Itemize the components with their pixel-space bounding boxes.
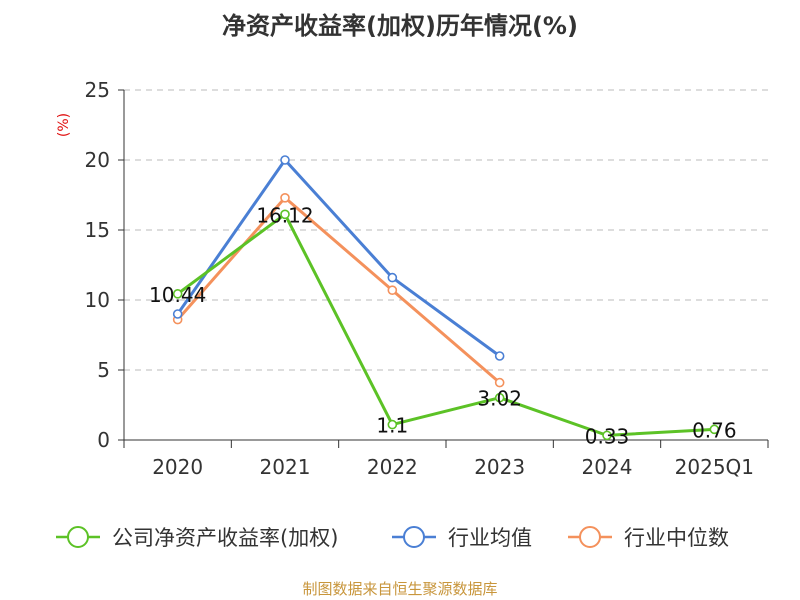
series-point-1[interactable] [387,272,398,283]
y-tick-label: 0 [97,428,110,452]
source-caption: 制图数据来自恒生聚源数据库 [302,580,497,598]
chart-title: 净资产收益率(加权)历年情况(%) [222,12,578,40]
series-line-0 [176,212,715,437]
legend-item-2[interactable]: 行业中位数 [568,526,729,550]
legend-label: 公司净资产收益率(加权) [112,526,338,550]
y-tick-label: 10 [85,288,110,312]
series-point-0[interactable] [602,430,612,441]
legend-item-0[interactable]: 公司净资产收益率(加权) [56,526,338,550]
x-tick-label: 2025Q1 [675,455,754,479]
axes: 0 5 10 15 20 25 2020 2021 2022 2023 2024 2025Q1 [85,78,769,479]
series-line-2 [176,196,501,384]
series-point-2[interactable] [280,193,290,203]
series-point-2[interactable] [387,285,398,296]
x-tick-label: 2023 [474,455,525,479]
series-point-1[interactable] [172,309,183,319]
legend-item-1[interactable]: 行业均值 [392,526,532,550]
legend-marker-icon [67,526,89,548]
y-tick-label: 20 [85,148,110,172]
series-point-0[interactable] [494,392,505,403]
x-tick-label: 2022 [367,455,418,479]
data-labels: 10.44 16.12 1.1 3.02 0.33 0.76 [149,203,737,448]
data-label: 1.1 [376,414,408,438]
series-point-2[interactable] [494,377,505,388]
legend-marker-icon [579,526,601,548]
legend-marker-icon [403,526,425,548]
series-point-1[interactable] [280,155,290,165]
series-point-0[interactable] [280,209,290,220]
data-label: 10.44 [149,283,206,307]
series-line-1 [176,158,501,358]
y-axis-unit-label: (%) [56,113,72,137]
series-point-0[interactable] [709,424,720,435]
data-label: 3.02 [477,387,522,411]
data-label: 16.12 [256,203,313,227]
series-layer [172,155,720,441]
legend-label: 行业中位数 [624,526,729,550]
series-point-0[interactable] [387,419,398,430]
data-label: 0.33 [585,424,630,448]
series-point-1[interactable] [494,351,505,361]
legend-label: 行业均值 [448,526,532,550]
x-tick-label: 2020 [152,455,203,479]
legend[interactable]: 公司净资产收益率(加权) 行业均值 行业中位数 [56,526,729,550]
data-label: 0.76 [692,418,737,442]
x-tick-label: 2021 [260,455,311,479]
series-point-0[interactable] [172,289,183,299]
y-tick-label: 5 [97,358,110,382]
x-tick-label: 2024 [582,455,633,479]
y-tick-label: 15 [85,218,110,242]
y-tick-label: 25 [85,78,110,102]
grid-lines [124,89,768,371]
